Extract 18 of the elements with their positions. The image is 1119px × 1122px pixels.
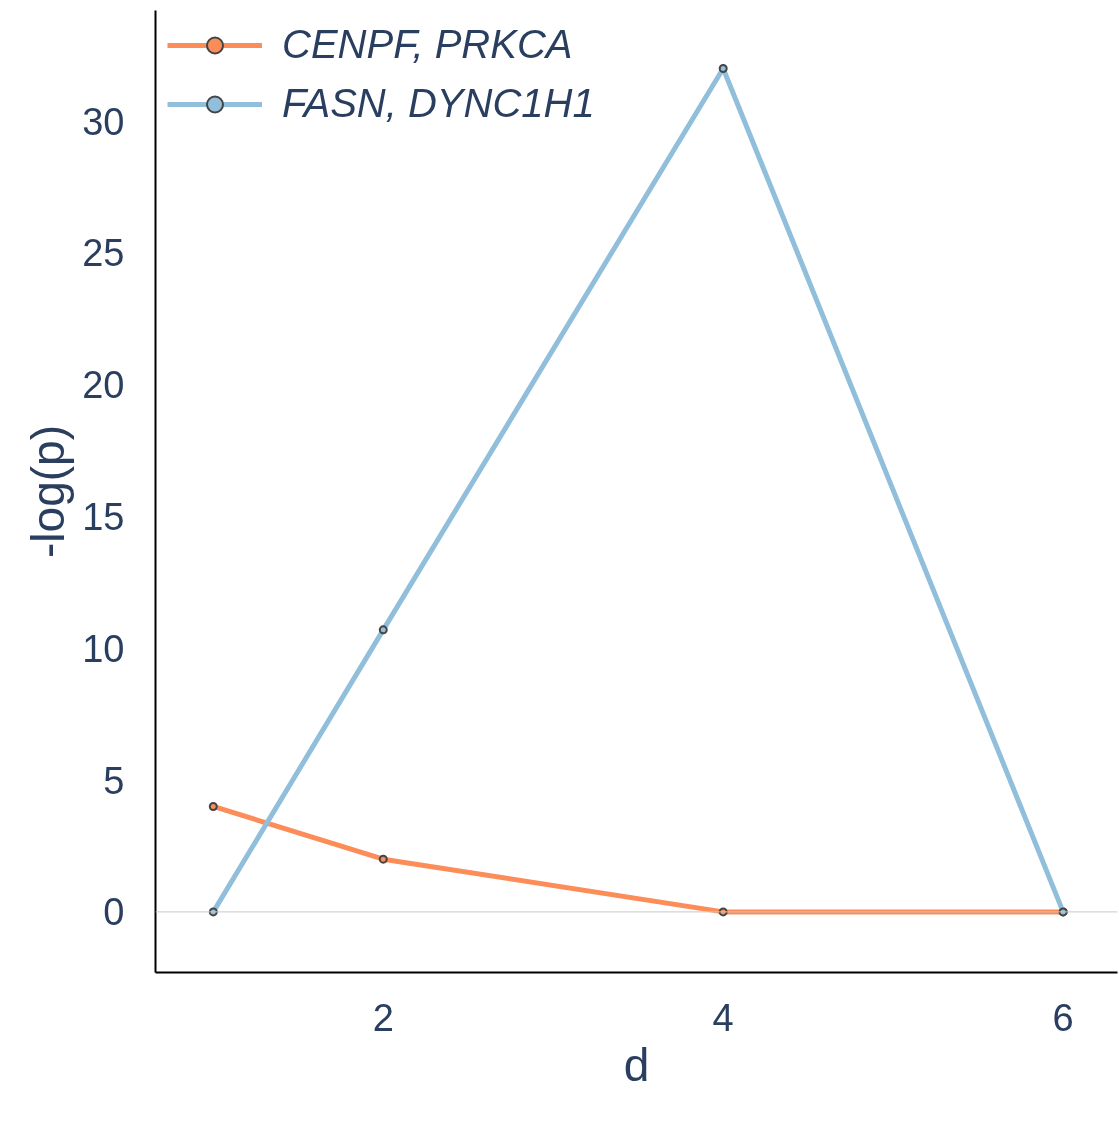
point bbox=[208, 801, 218, 811]
y-tick-label: 15 bbox=[82, 496, 125, 539]
point bbox=[378, 854, 388, 864]
point bbox=[378, 625, 388, 635]
y-axis-title: -log(p) bbox=[22, 425, 75, 558]
y-tick-label: 0 bbox=[103, 891, 125, 934]
x-tick-label: 2 bbox=[372, 996, 394, 1039]
y-tick-label: 10 bbox=[82, 627, 125, 670]
x-tick-label: 6 bbox=[1052, 996, 1074, 1039]
y-tick-label: 5 bbox=[103, 759, 125, 802]
legend-label: FASN, DYNC1H1 bbox=[282, 81, 595, 126]
x-axis-title: d bbox=[623, 1038, 650, 1091]
x-tick-label: 4 bbox=[712, 996, 734, 1039]
legend-label: CENPF, PRKCA bbox=[282, 22, 573, 67]
y-tick-label: 30 bbox=[82, 100, 125, 143]
y-tick-label: 25 bbox=[82, 232, 125, 275]
y-tick-label: 20 bbox=[82, 364, 125, 407]
point bbox=[718, 63, 728, 73]
